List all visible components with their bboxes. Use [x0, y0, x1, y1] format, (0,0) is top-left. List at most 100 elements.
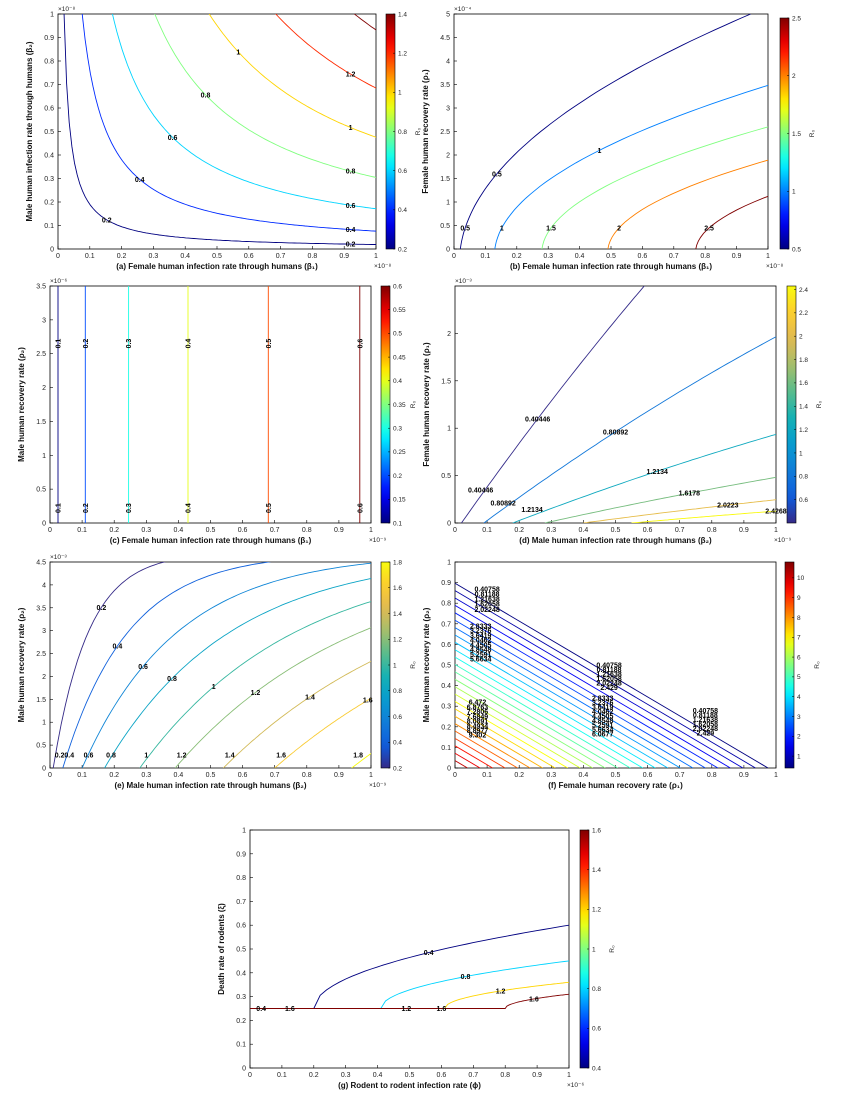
colorbar-tick-label: 0.2 — [398, 246, 407, 253]
contour-label-1.4: 1.4 — [305, 694, 315, 701]
contour-label-1.8: 1.8 — [353, 753, 363, 760]
x-multiplier: ×10⁻⁸ — [766, 263, 783, 270]
contour-label: 4.0462 — [470, 638, 492, 645]
contour-line — [455, 649, 656, 768]
contour-label: 3.2376 — [592, 700, 614, 707]
contour-label-0.6: 0.6 — [357, 339, 364, 349]
y-tick-label: 0.9 — [441, 580, 451, 587]
x-tick-label: 1 — [766, 253, 770, 260]
contour-line-2.0223 — [583, 499, 776, 523]
colorbar-label: R₀ — [609, 945, 616, 953]
contour-label: 1.6 — [285, 1006, 295, 1013]
x-tick-label: 0.1 — [77, 527, 87, 534]
contour-line — [455, 686, 593, 768]
x-tick-label: 0.9 — [739, 772, 749, 779]
colorbar-tick-label: 0.2 — [393, 473, 402, 480]
x-tick-label: 0.5 — [611, 527, 621, 534]
panel-g: 0 0.1 0.2 0.3 0.4 0.5 0.6 0.7 0.8 0.9 1 0 0.1 0.2 0.3 0… — [217, 827, 616, 1090]
y-multiplier: ×10⁻³ — [50, 554, 67, 561]
contour-label-0.8: 0.8 — [346, 169, 356, 176]
panel-a: 0 0.1 0.2 0.3 0.4 0.5 0.6 0.7 0.8 0.9 1 0 0.1 0.2 0.3 0… — [25, 6, 422, 271]
colorbar-tick-label: 1.4 — [398, 11, 407, 18]
y-axis-label: Death rate of rodents (ξ) — [217, 903, 226, 995]
x-tick-label: 0.1 — [481, 253, 491, 260]
x-axis-label: (e) Male human infection rate through hu… — [115, 781, 307, 790]
x-axis-label: (a) Female human infection rate through … — [116, 262, 318, 271]
colorbar-tick-label: 1.6 — [592, 827, 601, 834]
colorbar-tick-label: 10 — [797, 575, 805, 582]
x-tick-label: 0.8 — [302, 772, 312, 779]
x-multiplier: ×10⁻⁹ — [369, 782, 386, 789]
contour-label-0.1: 0.1 — [56, 339, 63, 349]
contour-label-1.2: 1.2 — [346, 72, 356, 79]
contour-line-0.8 — [104, 578, 371, 768]
colorbar-tick-label: 1.5 — [792, 131, 801, 138]
contour-label: 3.6419 — [470, 633, 492, 640]
contour-label: 9.302 — [469, 733, 487, 740]
colorbar-tick-label: 1 — [799, 450, 803, 457]
contour-label: 1.6 — [437, 1006, 447, 1013]
x-tick-label: 0.8 — [302, 527, 312, 534]
contour-line — [455, 619, 706, 768]
x-tick-label: 0.1 — [85, 253, 95, 260]
x-tick-label: 0.1 — [482, 527, 492, 534]
x-tick-label: 0.8 — [707, 527, 717, 534]
x-tick-label: 0.3 — [546, 527, 556, 534]
colorbar — [784, 561, 795, 769]
panel-d: 0 0.1 0.2 0.3 0.4 0.5 0.6 0.7 0.8 0.9 1 0 0.5 1 1.5 2 ×1… — [422, 278, 823, 545]
contour-label: 2.8333 — [470, 623, 492, 630]
plot-area — [49, 285, 372, 524]
contour-label-2.0223: 2.0223 — [717, 503, 739, 510]
panel-b: 0 0.1 0.2 0.3 0.4 0.5 0.6 0.7 0.8 0.9 1 0 0.5 1 1.5 2 2.… — [421, 6, 816, 271]
contour-lines — [52, 562, 371, 768]
contour-label: 3.6419 — [592, 705, 614, 712]
colorbar-tick-label: 2 — [792, 73, 796, 80]
contour-label: 4.8548 — [470, 647, 492, 654]
contour-label-0.80892: 0.80892 — [490, 500, 515, 507]
y-tick-label: 3.5 — [36, 284, 46, 291]
contour-line-0.40446 — [461, 286, 645, 523]
y-tick-label: 0 — [446, 247, 450, 254]
contour-label: 1.62058 — [474, 602, 499, 609]
x-tick-label: 0.1 — [277, 1072, 287, 1079]
contour-line — [455, 723, 531, 768]
x-tick-label: 0.2 — [309, 1072, 319, 1079]
y-tick-label: 2 — [42, 385, 46, 392]
plot-area — [249, 829, 570, 1069]
y-tick-label: 0 — [447, 766, 451, 773]
x-tick-label: 0.3 — [141, 772, 151, 779]
x-tick-label: 0.6 — [643, 772, 653, 779]
panel-f: 0 0.1 0.2 0.3 0.4 0.5 0.6 0.7 0.8 0.9 100.10.20.30… — [422, 560, 821, 791]
x-tick-label: 0.7 — [669, 253, 679, 260]
y-tick-label: 0.7 — [236, 899, 246, 906]
colorbar-tick-label: 0.25 — [393, 449, 406, 456]
contour-line-0.4 — [81, 14, 376, 232]
x-multiplier: ×10⁻⁹ — [774, 537, 791, 544]
x-tick-label: 0.8 — [707, 772, 717, 779]
y-tick-label: 0.6 — [44, 106, 54, 113]
contour-label-0.4: 0.4 — [113, 644, 123, 651]
contour-label-0.2: 0.2 — [83, 339, 90, 349]
x-tick-label: 0.2 — [512, 253, 522, 260]
contour-line — [455, 627, 694, 768]
colorbar-tick-label: 7 — [797, 635, 801, 642]
contour-label: 4.4505 — [470, 642, 492, 649]
colorbar-tick-label: 1.4 — [592, 867, 601, 874]
x-tick-label: 0.7 — [468, 1072, 478, 1079]
colorbar-tick-label: 1.8 — [799, 357, 808, 364]
contour-label-0.40446: 0.40446 — [525, 416, 550, 423]
contour-label-0.4: 0.4 — [346, 227, 356, 234]
y-multiplier: ×10⁻⁶ — [50, 278, 67, 285]
y-tick-label: 0 — [447, 521, 451, 528]
x-tick-label: 0.4 — [174, 772, 184, 779]
y-tick-label: 4.5 — [440, 35, 450, 42]
y-tick-label: 3 — [42, 317, 46, 324]
contour-label: 7.2806 — [467, 709, 489, 716]
x-tick-label: 0.6 — [244, 253, 254, 260]
colorbar-tick-label: 1.6 — [799, 380, 808, 387]
contour-label-0.2: 0.2 — [102, 217, 112, 224]
colorbar-tick-label: 0.6 — [393, 714, 402, 721]
x-tick-label: 0.4 — [180, 253, 190, 260]
contour-label-1.2134: 1.2134 — [521, 507, 543, 514]
contour-label-0.2: 0.2 — [55, 753, 65, 760]
